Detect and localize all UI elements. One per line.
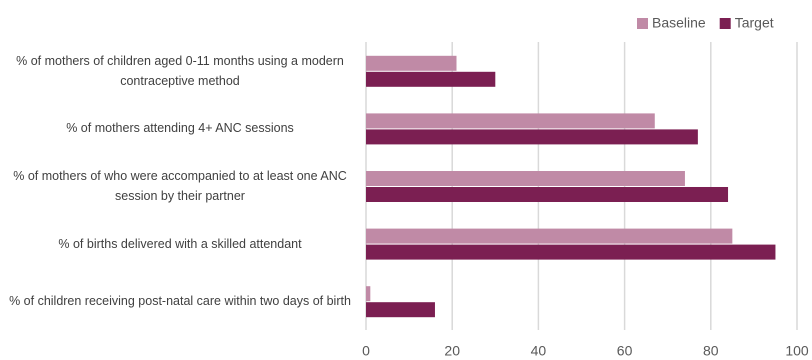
- category-label: % of children receiving post-natal care …: [9, 294, 351, 309]
- x-tick-label: 20: [444, 343, 460, 359]
- category-label: % of births delivered with a skilled att…: [58, 236, 302, 251]
- bar: [366, 129, 698, 145]
- category-label: % of mothers attending 4+ ANC sessions: [66, 121, 294, 136]
- legend-swatch: [637, 18, 648, 29]
- legend-label: Target: [735, 15, 774, 31]
- bar: [366, 55, 457, 71]
- x-tick-label: 40: [531, 343, 547, 359]
- legend-swatch: [719, 18, 731, 29]
- bar: [366, 71, 496, 87]
- bar: [366, 228, 733, 244]
- bar: [366, 113, 655, 129]
- category-label: % of mothers of children aged 0-11 month…: [16, 53, 344, 88]
- category-label: % of mothers of who were accompanied to …: [13, 169, 347, 203]
- bar: [366, 187, 729, 202]
- bar: [366, 286, 371, 302]
- bar: [366, 171, 685, 186]
- legend-label: Baseline: [652, 15, 706, 31]
- x-tick-label: 0: [362, 343, 370, 359]
- x-tick-label: 100: [785, 343, 809, 359]
- bar: [366, 244, 776, 260]
- x-tick-label: 80: [703, 343, 719, 359]
- bar: [366, 302, 435, 318]
- x-tick-label: 60: [617, 343, 633, 359]
